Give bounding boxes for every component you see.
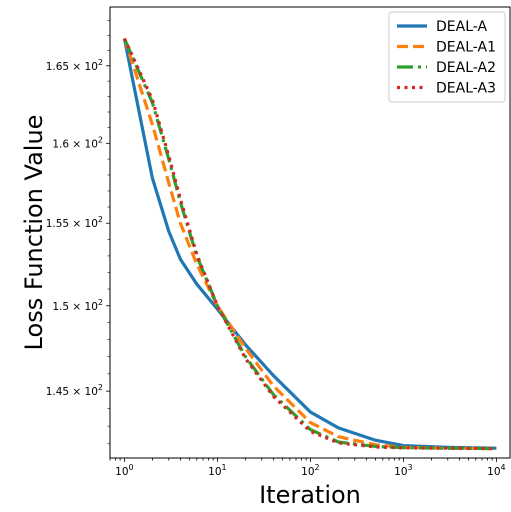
y-tick-label: 1.55 × 102 [46,215,103,230]
series-line-3 [122,37,497,451]
y-ticks: 1.45 × 102 1.5 × 102 1.55 × 102 1.6 × 102 1.… [46,20,110,445]
y-tick-label: 1.5 × 102 [52,298,103,313]
x-tick-label: 104 [487,463,505,478]
x-axis-title: Iteration [259,481,361,509]
y-tick-label: 1.6 × 102 [52,135,103,150]
y-tick-label: 1.65 × 102 [46,58,103,73]
legend-label-1: DEAL-A [436,19,488,35]
plot-frame [109,6,511,459]
axes-layer [109,6,511,459]
y-axis-title: Loss Function Value [20,115,48,351]
legend-label-4: DEAL-A3 [436,81,496,97]
series-line-1 [122,38,497,450]
legend: DEAL-A DEAL-A1 DEAL-A2 DEAL-A3 [388,11,506,103]
x-ticks: 100 101 102 103 104 [109,458,506,478]
x-tick-label: 100 [115,463,133,478]
x-tick-label: 101 [208,463,226,478]
y-tick-label: 1.45 × 102 [46,383,103,398]
x-tick-label: 103 [394,463,412,478]
x-tick-label: 102 [301,463,319,478]
legend-label-2: DEAL-A1 [436,40,496,56]
legend-label-3: DEAL-A2 [436,60,496,76]
series-layer [122,37,497,451]
series-line-2 [122,38,497,451]
legend-frame [388,11,506,103]
